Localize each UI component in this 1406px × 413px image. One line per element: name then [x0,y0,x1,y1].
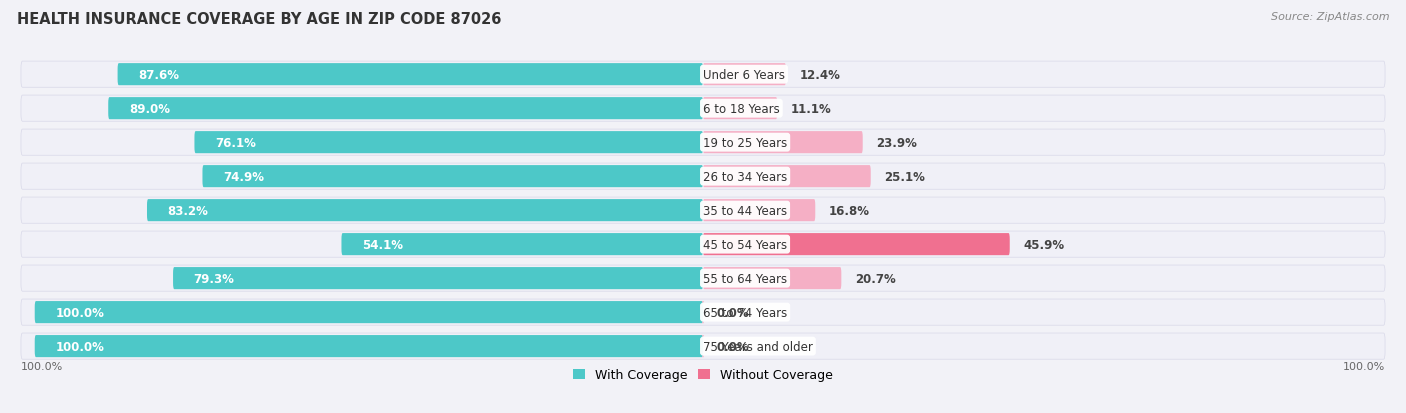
Text: 100.0%: 100.0% [55,340,104,353]
Text: HEALTH INSURANCE COVERAGE BY AGE IN ZIP CODE 87026: HEALTH INSURANCE COVERAGE BY AGE IN ZIP … [17,12,502,27]
FancyBboxPatch shape [202,166,703,188]
Text: 6 to 18 Years: 6 to 18 Years [703,102,780,115]
Text: 19 to 25 Years: 19 to 25 Years [703,136,787,149]
FancyBboxPatch shape [21,333,1385,359]
Text: 25.1%: 25.1% [884,170,925,183]
FancyBboxPatch shape [35,335,703,357]
Text: 0.0%: 0.0% [717,306,749,319]
FancyBboxPatch shape [21,299,1385,325]
Text: 79.3%: 79.3% [194,272,235,285]
Text: 54.1%: 54.1% [363,238,404,251]
FancyBboxPatch shape [703,268,841,290]
FancyBboxPatch shape [21,164,1385,190]
FancyBboxPatch shape [702,335,704,357]
Text: 45 to 54 Years: 45 to 54 Years [703,238,787,251]
Text: 35 to 44 Years: 35 to 44 Years [703,204,787,217]
FancyBboxPatch shape [108,98,703,120]
Text: 100.0%: 100.0% [21,361,63,371]
Text: 75 Years and older: 75 Years and older [703,340,813,353]
Text: 16.8%: 16.8% [830,204,870,217]
FancyBboxPatch shape [703,132,863,154]
FancyBboxPatch shape [21,62,1385,88]
Text: 0.0%: 0.0% [717,340,749,353]
FancyBboxPatch shape [21,197,1385,224]
FancyBboxPatch shape [194,132,703,154]
Text: 23.9%: 23.9% [876,136,917,149]
FancyBboxPatch shape [703,64,786,86]
FancyBboxPatch shape [118,64,703,86]
Text: 65 to 74 Years: 65 to 74 Years [703,306,787,319]
FancyBboxPatch shape [35,301,703,323]
Text: 26 to 34 Years: 26 to 34 Years [703,170,787,183]
FancyBboxPatch shape [703,166,870,188]
Text: 12.4%: 12.4% [800,69,841,81]
Text: 100.0%: 100.0% [1343,361,1385,371]
FancyBboxPatch shape [148,199,703,222]
Text: 11.1%: 11.1% [792,102,832,115]
FancyBboxPatch shape [21,231,1385,258]
Text: 100.0%: 100.0% [55,306,104,319]
FancyBboxPatch shape [703,98,778,120]
Text: 76.1%: 76.1% [215,136,256,149]
FancyBboxPatch shape [21,266,1385,292]
FancyBboxPatch shape [703,199,815,222]
FancyBboxPatch shape [21,130,1385,156]
Text: 45.9%: 45.9% [1024,238,1064,251]
FancyBboxPatch shape [173,268,703,290]
FancyBboxPatch shape [702,301,704,323]
FancyBboxPatch shape [703,233,1010,256]
Legend: With Coverage, Without Coverage: With Coverage, Without Coverage [572,369,834,382]
FancyBboxPatch shape [21,96,1385,122]
Text: 87.6%: 87.6% [138,69,179,81]
Text: 83.2%: 83.2% [167,204,208,217]
Text: Source: ZipAtlas.com: Source: ZipAtlas.com [1271,12,1389,22]
Text: 89.0%: 89.0% [129,102,170,115]
Text: 55 to 64 Years: 55 to 64 Years [703,272,787,285]
Text: Under 6 Years: Under 6 Years [703,69,785,81]
Text: 74.9%: 74.9% [224,170,264,183]
Text: 20.7%: 20.7% [855,272,896,285]
FancyBboxPatch shape [342,233,703,256]
